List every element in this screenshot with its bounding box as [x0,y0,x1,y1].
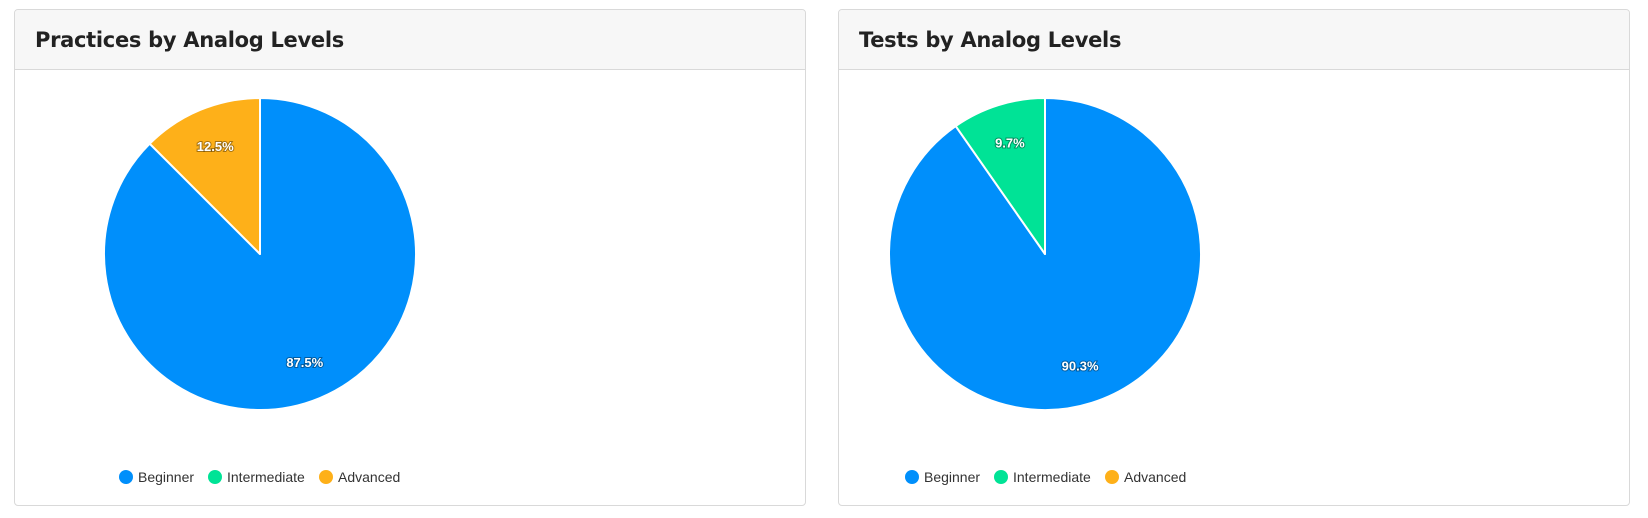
legend-marker [905,470,919,484]
data-label-intermediate: 9.7% [995,135,1025,150]
data-label-advanced: 12.5% [197,139,234,154]
legend-marker [208,470,222,484]
pie-slice-intermediate[interactable] [954,97,1046,255]
legend-label: Advanced [338,469,401,485]
data-label-beginner: 87.5% [286,355,323,370]
legend-marker [319,470,333,484]
legend-item-beginner[interactable]: Beginner [905,469,980,485]
legend-label: Intermediate [1013,469,1091,485]
legend-item-advanced[interactable]: Advanced [319,469,400,485]
panel-header: Practices by Analog Levels [15,10,805,70]
pie-slice-advanced[interactable] [148,97,261,255]
chart-legend: Beginner Intermediate Advanced [839,469,1629,489]
legend-label: Intermediate [227,469,305,485]
legend-label: Beginner [138,469,195,485]
legend-marker [1105,470,1119,484]
panel-header: Tests by Analog Levels [839,10,1629,70]
legend-label: Advanced [1124,469,1187,485]
chart-title: Practices by Analog Levels [35,27,344,52]
tests-chart-panel: Tests by Analog Levels 90.3% 9.7% Beginne… [838,9,1630,506]
legend-item-advanced[interactable]: Advanced [1105,469,1186,485]
legend-label: Beginner [924,469,981,485]
legend-marker [994,470,1008,484]
data-label-beginner: 90.3% [1062,359,1099,374]
legend-marker [119,470,133,484]
legend-item-beginner[interactable]: Beginner [119,469,194,485]
chart-title: Tests by Analog Levels [859,27,1122,52]
chart-legend: Beginner Intermediate Advanced [15,469,805,489]
pie-slice-beginner[interactable] [103,97,417,411]
practices-chart-panel: Practices by Analog Levels 87.5% 12.5% Be… [14,9,806,506]
pie-chart-practices: 87.5% 12.5% [103,97,417,411]
pie-chart-tests: 90.3% 9.7% [888,97,1202,411]
legend-item-intermediate[interactable]: Intermediate [208,469,305,485]
legend-item-intermediate[interactable]: Intermediate [994,469,1091,485]
